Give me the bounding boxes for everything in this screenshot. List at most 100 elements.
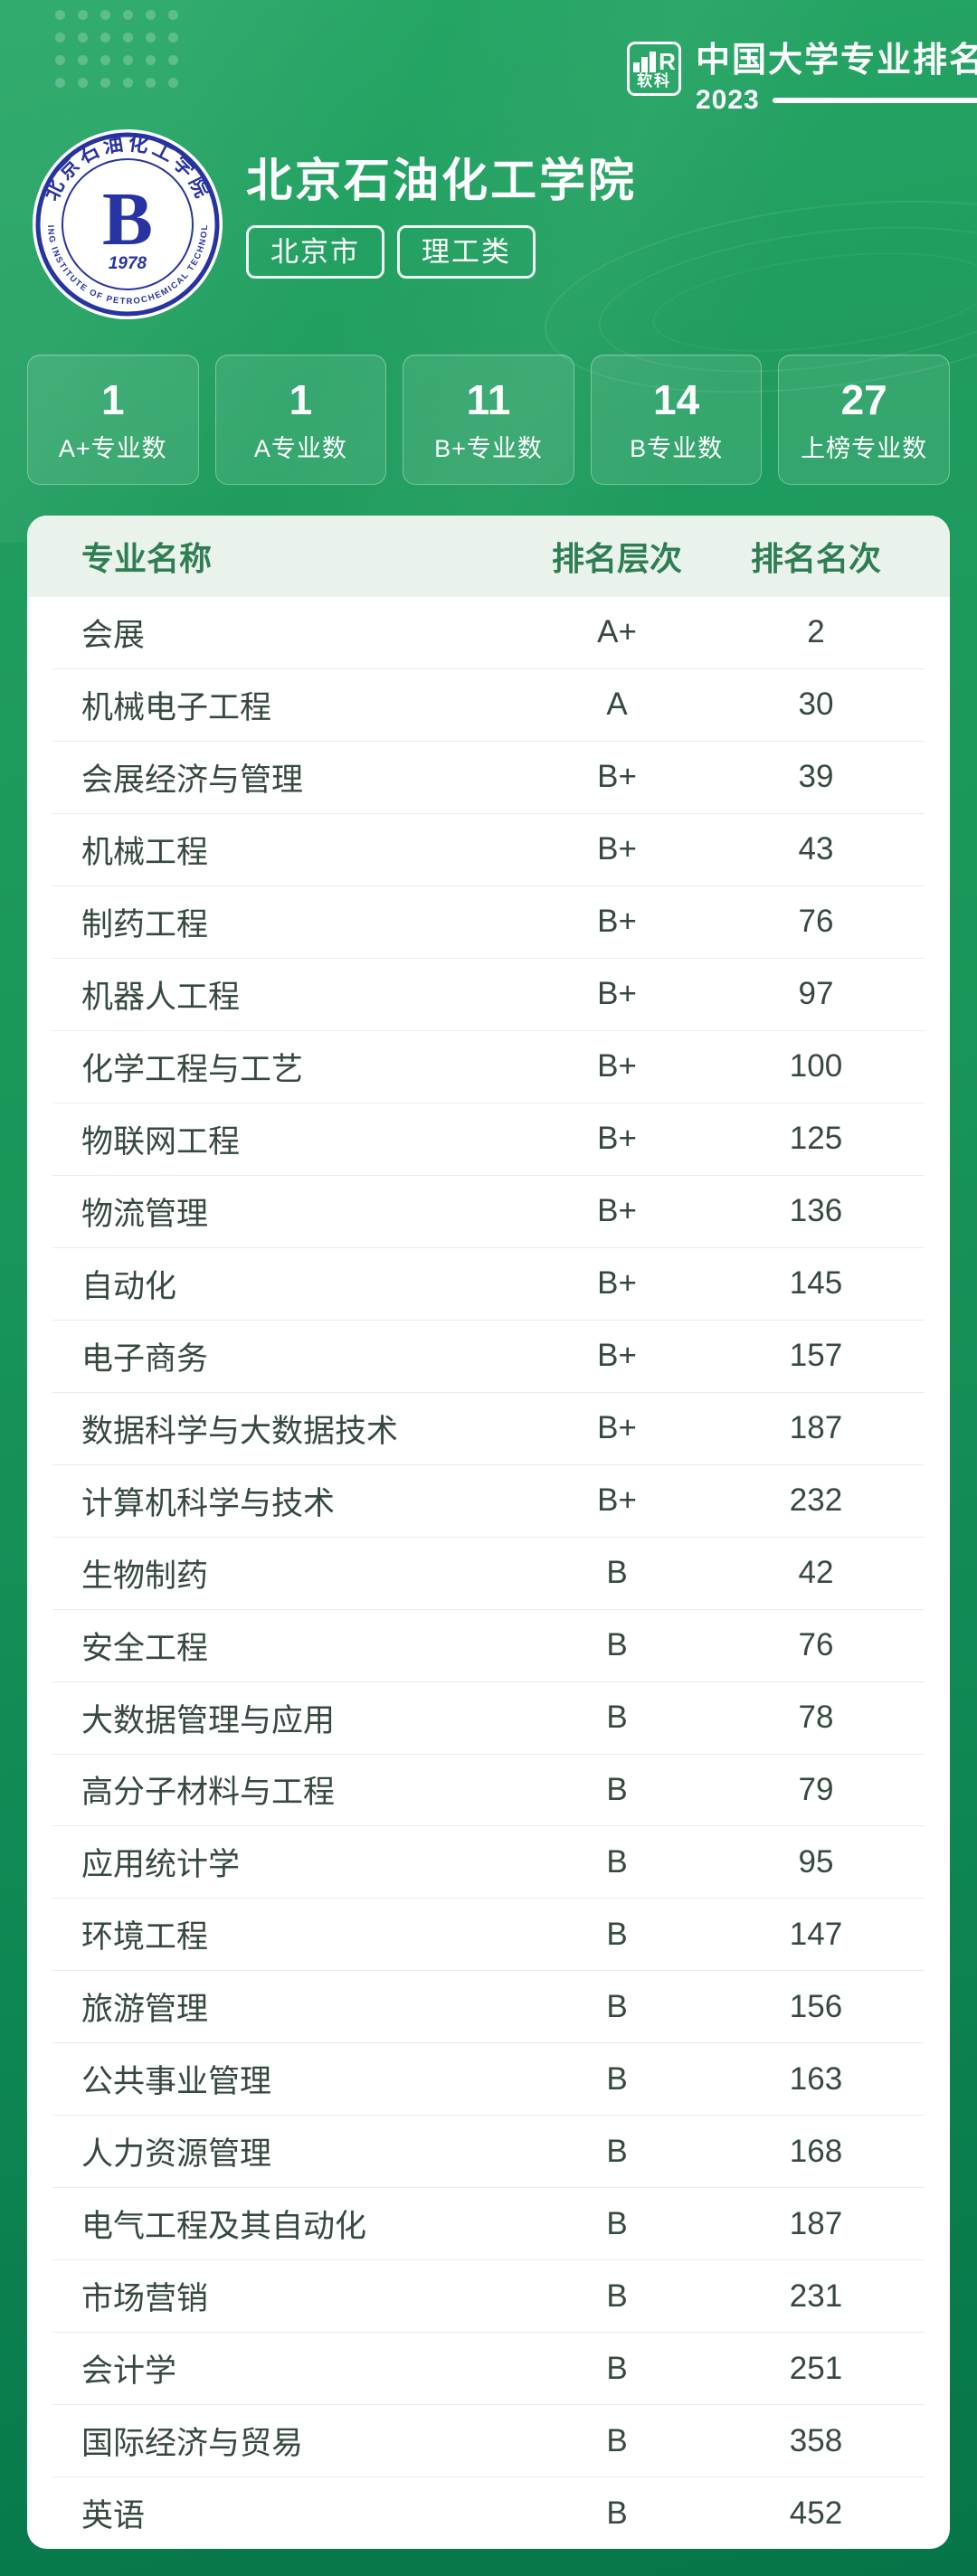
- cell-rank-number: 187: [789, 1410, 843, 1446]
- cell-major-name: 人力资源管理: [81, 2136, 272, 2173]
- cell-rank-number: 452: [789, 2495, 843, 2531]
- seal-letter: B: [102, 177, 153, 261]
- cell-major-name: 旅游管理: [81, 1992, 209, 2028]
- dot-grid-decoration: [47, 2, 185, 94]
- cell-rank-number: 39: [798, 759, 834, 795]
- table-row: 会展 A+ 2: [52, 597, 925, 669]
- cell-rank-number: 163: [789, 2060, 843, 2097]
- cell-major-name: 应用统计学: [81, 1847, 241, 1883]
- cell-major-name: 电子商务: [81, 1340, 209, 1377]
- table-row: 会展经济与管理 B+ 39: [52, 742, 925, 814]
- cell-rank-level: A+: [597, 614, 637, 650]
- table-row: 计算机科学与技术 B+ 232: [52, 1465, 925, 1538]
- table-row: 物联网工程 B+ 125: [52, 1103, 925, 1176]
- cell-rank-number: 125: [789, 1121, 843, 1157]
- cell-rank-number: 100: [789, 1048, 843, 1084]
- cell-rank-level: B+: [597, 831, 637, 867]
- cell-rank-level: B: [606, 2205, 628, 2241]
- cell-rank-number: 76: [798, 904, 834, 940]
- cell-rank-number: 358: [789, 2422, 843, 2458]
- stat-value: 14: [652, 375, 700, 423]
- cell-rank-level: B+: [597, 1265, 637, 1302]
- table-row: 国际经济与贸易 B 358: [52, 2405, 925, 2478]
- cell-rank-level: B: [606, 2350, 628, 2386]
- cell-major-name: 市场营销: [81, 2281, 209, 2317]
- ruanke-logo-text: 软科: [637, 72, 671, 90]
- table-row: 人力资源管理 B 168: [52, 2116, 925, 2189]
- stat-label: B专业数: [630, 434, 724, 462]
- cell-rank-number: 78: [798, 1700, 834, 1736]
- table-row: 物流管理 B+ 136: [52, 1176, 925, 1248]
- cell-major-name: 公共事业管理: [81, 2064, 272, 2100]
- cell-rank-number: 145: [789, 1265, 843, 1302]
- table-body: 会展 A+ 2 机械电子工程 A 30 会展经济与管理 B+ 39 机械工程 B…: [27, 597, 950, 2549]
- ranking-table-card: 专业名称 排名层次 排名名次 会展 A+ 2 机械电子工程 A 30 会展经济与…: [27, 516, 950, 2549]
- cell-rank-number: 42: [798, 1555, 834, 1591]
- cell-rank-number: 251: [789, 2350, 843, 2386]
- ruanke-logo: R 软科: [627, 42, 681, 96]
- cell-rank-level: B+: [597, 1193, 637, 1229]
- cell-major-name: 大数据管理与应用: [81, 1702, 336, 1738]
- table-row: 安全工程 B 76: [52, 1610, 925, 1682]
- stat-card: 1 A+专业数: [27, 355, 199, 485]
- stat-label: A+专业数: [58, 434, 167, 462]
- cell-rank-level: B+: [597, 904, 637, 940]
- logo-letter: R: [659, 48, 676, 75]
- cell-rank-number: 79: [798, 1771, 834, 1807]
- cell-rank-level: A: [606, 687, 628, 723]
- cell-major-name: 安全工程: [81, 1630, 209, 1666]
- cell-rank-level: B: [606, 1700, 628, 1736]
- ranking-year: 2023: [696, 85, 760, 115]
- table-row: 应用统计学 B 95: [52, 1826, 925, 1899]
- cell-rank-number: 2: [807, 614, 825, 650]
- cell-major-name: 物流管理: [81, 1196, 209, 1232]
- cell-rank-level: B: [606, 1627, 628, 1663]
- cell-major-name: 国际经济与贸易: [81, 2426, 304, 2462]
- table-row: 数据科学与大数据技术 B+ 187: [52, 1393, 925, 1465]
- cell-major-name: 生物制药: [81, 1558, 209, 1594]
- column-header-rank: 排名名次: [750, 540, 881, 577]
- cell-rank-number: 157: [789, 1338, 843, 1374]
- cell-rank-level: B: [606, 1555, 628, 1591]
- table-row: 英语 B 452: [52, 2477, 925, 2549]
- seal-year: 1978: [109, 254, 147, 273]
- cell-rank-number: 147: [789, 1916, 843, 1952]
- table-row: 电气工程及其自动化 B 187: [52, 2188, 925, 2261]
- cell-major-name: 会展: [81, 617, 146, 653]
- cell-rank-number: 156: [789, 1988, 843, 2024]
- cell-rank-number: 97: [798, 976, 834, 1012]
- cell-rank-level: B: [606, 1843, 628, 1880]
- cell-rank-number: 232: [789, 1482, 843, 1519]
- cell-rank-level: B+: [597, 1121, 637, 1157]
- cell-rank-level: B: [606, 1916, 628, 1952]
- ranking-title: 中国大学专业排名: [696, 42, 977, 80]
- cell-rank-number: 231: [789, 2278, 843, 2314]
- table-row: 公共事业管理 B 163: [52, 2043, 925, 2117]
- cell-major-name: 物联网工程: [81, 1123, 241, 1160]
- cell-rank-level: B: [606, 1771, 628, 1807]
- tag-city: 北京市: [246, 225, 384, 279]
- table-row: 机器人工程 B+ 97: [52, 959, 925, 1031]
- ranking-brand: R 软科 中国大学专业排名 2023: [627, 42, 977, 116]
- stat-card: 27 上榜专业数: [778, 355, 950, 485]
- bar-chart-icon: R: [633, 48, 676, 75]
- cell-rank-level: B: [606, 2133, 628, 2169]
- cell-rank-level: B+: [597, 759, 637, 795]
- cell-rank-level: B: [606, 2422, 628, 2458]
- cell-major-name: 电气工程及其自动化: [81, 2209, 367, 2245]
- cell-rank-level: B: [606, 2495, 628, 2531]
- cell-major-name: 机械电子工程: [81, 689, 272, 725]
- cell-rank-level: B: [606, 2278, 628, 2314]
- tag-category: 理工类: [397, 225, 536, 279]
- cell-rank-level: B+: [597, 1482, 637, 1519]
- stat-card: 14 B专业数: [590, 355, 763, 485]
- cell-rank-number: 136: [789, 1193, 843, 1229]
- column-header-major: 专业名称: [81, 540, 213, 577]
- table-row: 生物制药 B 42: [52, 1538, 925, 1610]
- cell-rank-number: 95: [798, 1843, 834, 1880]
- university-logo: 北京石油化工学院 BEIJING INSTITUTE OF PETROCHEMI…: [28, 121, 223, 320]
- stats-cards: 1 A+专业数 1 A专业数 11 B+专业数 14 B专业数 27 上榜专业数: [27, 355, 950, 485]
- stat-value: 1: [101, 375, 125, 423]
- cell-major-name: 高分子材料与工程: [81, 1775, 336, 1811]
- stat-label: 上榜专业数: [801, 434, 928, 462]
